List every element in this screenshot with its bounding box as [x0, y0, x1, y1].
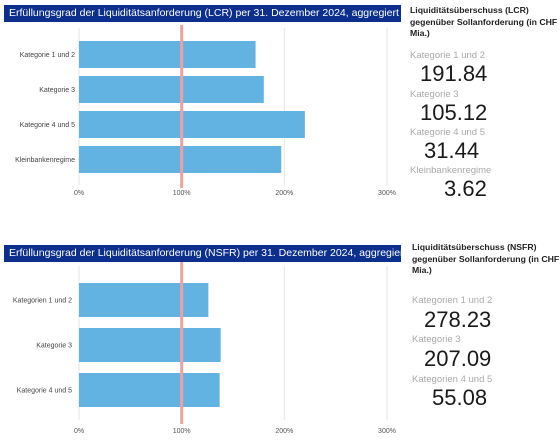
lcr-kpi-value: 31.44 [424, 138, 480, 163]
x-tick-label: 200% [275, 190, 293, 197]
lcr-kpi-label: Kleinbankenregime [410, 165, 492, 176]
x-tick-label: 0% [74, 428, 84, 435]
nsfr-chart-title: Erfüllungsgrad der Liquiditätsanforderun… [4, 245, 401, 262]
lcr-panel: Kategorie 1 und 2 Kategorie 3 Kategorie 4 … [0, 0, 560, 215]
nsfr-panel: Kategorien 1 und 2 Kategorie 3 Kategorie 4… [0, 240, 560, 442]
bar [79, 41, 256, 68]
lcr-kpi-label: Kategorie 1 und 2 [410, 50, 486, 61]
bar [79, 283, 209, 317]
nsfr-kpi-value: 55.08 [432, 385, 488, 410]
category-label: Kategorie 3 [39, 87, 75, 94]
x-tick-label: 100% [173, 190, 191, 197]
nsfr-bar-chart: Kategorien 1 und 2 Kategorie 3 Kategorie 4… [13, 262, 396, 435]
nsfr-kpi-label: Kategorien 1 und 2 [412, 295, 493, 306]
nsfr-kpi-value: 278.23 [424, 307, 492, 332]
category-label: Kleinbankenregime [15, 157, 75, 164]
lcr-kpi-label: Kategorie 4 und 5 [410, 127, 486, 138]
bar [79, 373, 220, 407]
category-label: Kategorien 1 und 2 [13, 298, 72, 305]
lcr-surplus-heading-line: gegenüber Sollanforderung (in CHF [410, 16, 558, 27]
nsfr-kpi-value: 207.09 [424, 346, 492, 371]
bar [79, 146, 282, 173]
nsfr-kpi-label: Kategorien 4 und 5 [412, 374, 493, 385]
lcr-surplus-heading-line: Liquiditätsüberschuss (LCR) [410, 5, 529, 15]
lcr-surplus-heading: Liquiditätsüberschuss (LCR) gegenüber So… [410, 5, 557, 40]
x-tick-label: 100% [173, 428, 191, 435]
nsfr-surplus-heading-line: gegenüber Sollanforderung (in CHF [412, 253, 560, 264]
lcr-bar-chart: Kategorie 1 und 2 Kategorie 3 Kategorie 4 … [15, 25, 396, 197]
x-tick-label: 200% [275, 428, 293, 435]
nsfr-kpi-label: Kategorie 3 [412, 334, 461, 345]
lcr-chart-title: Erfüllungsgrad der Liquiditätsanforderun… [4, 5, 401, 22]
lcr-kpi-value: 105.12 [420, 100, 488, 125]
x-tick-label: 0% [74, 190, 84, 197]
x-tick-label: 300% [378, 428, 396, 435]
category-label: Kategorie 1 und 2 [20, 52, 75, 59]
category-label: Kategorie 4 und 5 [17, 388, 72, 395]
lcr-kpi-value: 3.62 [444, 176, 487, 201]
bar [79, 111, 305, 138]
bar [79, 328, 221, 362]
category-label: Kategorie 4 und 5 [20, 122, 75, 129]
nsfr-surplus-heading: Liquiditätsüberschuss (NSFR) gegenüber S… [412, 242, 559, 277]
lcr-surplus-heading-line: Mia.) [410, 28, 430, 38]
bar [79, 76, 264, 103]
lcr-kpi-value: 191.84 [420, 61, 488, 86]
x-tick-label: 300% [378, 190, 396, 197]
nsfr-surplus-heading-line: Mia.) [412, 265, 432, 275]
category-label: Kategorie 3 [36, 343, 72, 350]
nsfr-surplus-heading-line: Liquiditätsüberschuss (NSFR) [412, 242, 537, 252]
lcr-kpi-label: Kategorie 3 [410, 89, 459, 100]
